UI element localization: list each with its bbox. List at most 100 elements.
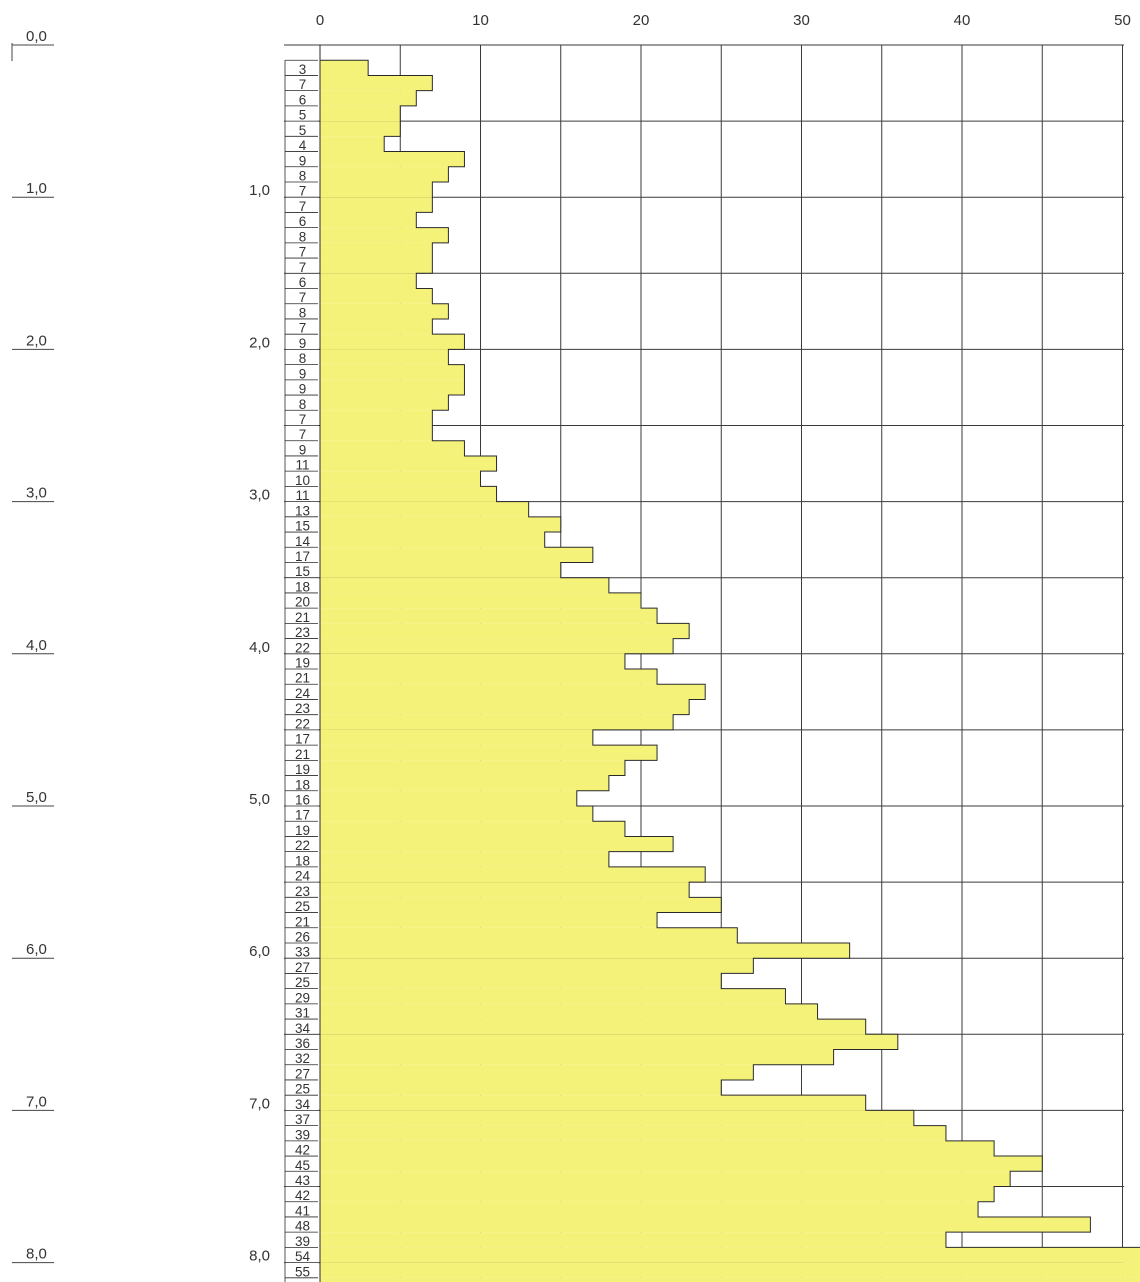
bar bbox=[320, 273, 417, 289]
bar bbox=[320, 1049, 834, 1065]
value-label: 13 bbox=[295, 503, 310, 518]
value-label: 18 bbox=[295, 853, 310, 868]
value-label: 21 bbox=[295, 914, 310, 929]
x-tick-label: 50 bbox=[1114, 12, 1131, 29]
bar bbox=[320, 1034, 898, 1050]
value-label: 14 bbox=[295, 534, 311, 549]
value-label: 9 bbox=[299, 336, 307, 351]
value-label: 22 bbox=[295, 716, 310, 731]
step-outline bbox=[320, 59, 1140, 1248]
value-label: 9 bbox=[299, 153, 307, 168]
value-label: 9 bbox=[299, 442, 307, 457]
bar bbox=[320, 806, 593, 822]
value-label: 5 bbox=[299, 108, 307, 123]
value-label: 21 bbox=[295, 747, 310, 762]
depth-tick-label: 3,0 bbox=[26, 485, 47, 502]
bar bbox=[320, 395, 449, 411]
depth-tick-label-inner: 7,0 bbox=[249, 1095, 270, 1112]
bar bbox=[320, 562, 561, 578]
value-label: 36 bbox=[295, 1036, 310, 1051]
bar bbox=[320, 121, 401, 137]
bar bbox=[320, 60, 369, 76]
depth-tick-label: 4,0 bbox=[26, 637, 47, 654]
bar bbox=[320, 486, 497, 502]
bar bbox=[320, 532, 545, 548]
x-tick-label: 20 bbox=[633, 12, 650, 29]
bar bbox=[320, 958, 754, 974]
value-label: 7 bbox=[299, 245, 307, 260]
value-label: 26 bbox=[295, 929, 310, 944]
value-label: 20 bbox=[295, 595, 310, 610]
bar bbox=[320, 303, 449, 319]
value-label: 17 bbox=[295, 732, 310, 747]
depth-axis-outer: 0,0 1,0 2,0 3,0 4,0 5,0 6,0 7,0 8,0 bbox=[11, 28, 54, 1264]
value-label: 42 bbox=[295, 1188, 310, 1203]
value-label: 32 bbox=[295, 1051, 310, 1066]
bar bbox=[320, 181, 433, 198]
x-tick-label: 10 bbox=[472, 12, 489, 29]
bar bbox=[320, 1186, 995, 1202]
depth-axis-inner: 1,0 2,0 3,0 4,0 5,0 6,0 7,0 8,0 bbox=[249, 182, 270, 1264]
value-label: 7 bbox=[299, 260, 307, 275]
depth-tick-label-inner: 8,0 bbox=[249, 1248, 270, 1265]
value-label: 6 bbox=[299, 92, 307, 107]
bar bbox=[320, 501, 529, 517]
bar bbox=[320, 851, 609, 867]
value-label: 11 bbox=[295, 458, 309, 473]
bar bbox=[320, 90, 417, 106]
value-label: 19 bbox=[295, 762, 310, 777]
bar bbox=[320, 151, 465, 167]
x-tick-label: 40 bbox=[954, 12, 971, 29]
value-label: 39 bbox=[295, 1127, 310, 1142]
value-label: 23 bbox=[295, 701, 310, 716]
bar bbox=[320, 1095, 866, 1111]
value-label: 24 bbox=[295, 869, 311, 884]
value-label: 15 bbox=[295, 564, 310, 579]
bar bbox=[320, 516, 561, 533]
value-label: 25 bbox=[295, 975, 310, 990]
bar bbox=[320, 212, 417, 228]
bar bbox=[320, 1064, 754, 1080]
bar bbox=[320, 318, 433, 335]
bar bbox=[320, 592, 641, 609]
bar bbox=[320, 912, 658, 928]
value-label: 37 bbox=[295, 1112, 310, 1127]
value-label: 15 bbox=[295, 519, 310, 534]
bar bbox=[320, 836, 674, 852]
value-label: 3 bbox=[299, 62, 307, 77]
value-label: 58 bbox=[295, 1280, 310, 1282]
value-label: 31 bbox=[295, 1006, 310, 1021]
value-label: 18 bbox=[295, 777, 310, 792]
value-label: 23 bbox=[295, 625, 310, 640]
value-label: 19 bbox=[295, 656, 310, 671]
bar bbox=[320, 1201, 979, 1217]
bar bbox=[320, 1125, 946, 1141]
bar bbox=[320, 258, 433, 274]
value-label: 5 bbox=[299, 123, 307, 138]
bar bbox=[320, 349, 449, 365]
bar bbox=[320, 608, 658, 624]
value-label: 41 bbox=[295, 1203, 310, 1218]
bar bbox=[320, 1079, 722, 1096]
value-labels: 3765549877687767879899877911101113151417… bbox=[284, 59, 318, 1282]
bar bbox=[320, 197, 433, 213]
value-label: 9 bbox=[299, 382, 307, 397]
value-label: 24 bbox=[295, 686, 311, 701]
bar bbox=[320, 1003, 818, 1020]
value-label: 22 bbox=[295, 640, 310, 655]
value-label: 27 bbox=[295, 960, 310, 975]
value-label: 16 bbox=[295, 793, 310, 808]
value-label: 29 bbox=[295, 990, 310, 1005]
value-label: 34 bbox=[295, 1097, 311, 1112]
value-label: 27 bbox=[295, 1066, 310, 1081]
value-label: 11 bbox=[295, 488, 309, 503]
bar bbox=[320, 1262, 1140, 1278]
bar bbox=[320, 684, 706, 700]
depth-tick-label-inner: 1,0 bbox=[249, 182, 270, 199]
bar bbox=[320, 897, 722, 913]
value-label: 9 bbox=[299, 366, 307, 381]
value-label: 43 bbox=[295, 1173, 310, 1188]
x-axis-ticks: 0 10 20 30 40 50 bbox=[316, 12, 1131, 29]
value-label: 25 bbox=[295, 899, 310, 914]
depth-tick-label: 6,0 bbox=[26, 941, 47, 958]
